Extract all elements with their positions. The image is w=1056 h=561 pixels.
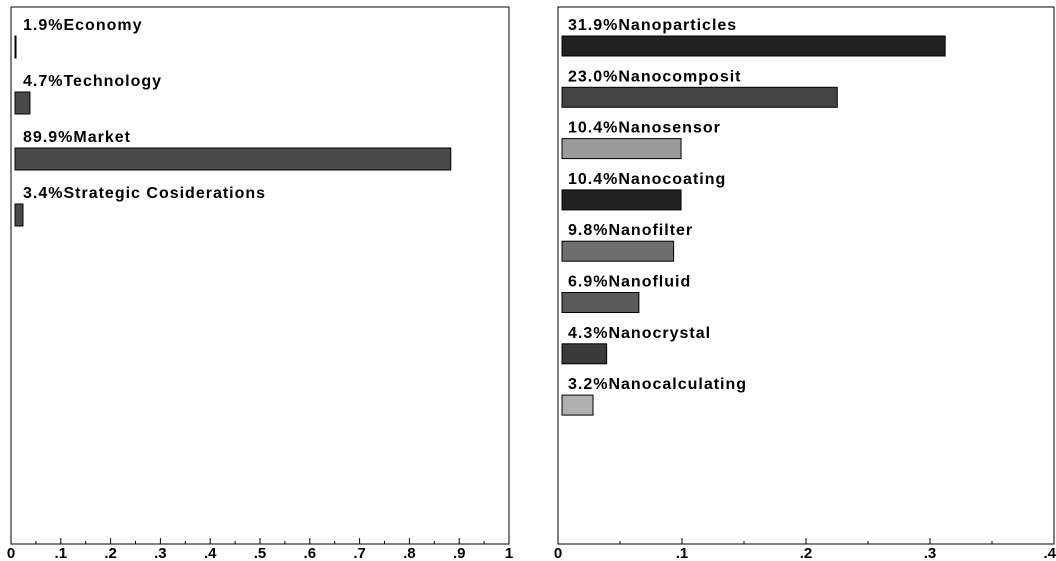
left-x-tick-label: .9: [453, 545, 466, 561]
left-bar-label: 89.9%Market: [23, 129, 131, 146]
left-bar-label: 4.7%Technology: [23, 73, 162, 90]
right-bar-chart: 31.9%Nanoparticles 23.0%Nanocomposit 10.4%…: [554, 6, 1056, 561]
right-x-tick-label: .1: [676, 545, 689, 561]
right-bar: [561, 86, 838, 108]
right-bar: [561, 138, 682, 160]
right-x-tick-label: 0: [554, 545, 562, 561]
left-bar-chart: 1.9%Economy 4.7%Technology 89.9%Market 3.4%…: [7, 6, 513, 561]
right-bar: [561, 189, 682, 211]
right-bar-label: 9.8%Nanofilter: [568, 222, 693, 239]
right-bar-label: 31.9%Nanoparticles: [568, 17, 737, 34]
left-x-tick-label: .7: [353, 545, 366, 561]
left-bar: [14, 91, 31, 115]
left-x-tick-label: 0: [7, 545, 15, 561]
right-bar: [561, 343, 608, 365]
right-bar: [561, 35, 946, 57]
left-x-tick-label: .2: [104, 545, 117, 561]
right-bar-label: 4.3%Nanocrystal: [568, 325, 711, 342]
left-x-tick-label: .1: [55, 545, 68, 561]
right-x-tick-label: .3: [924, 545, 937, 561]
left-x-tick-label: 1: [505, 545, 513, 561]
right-bar: [561, 394, 594, 416]
left-x-tick-label: .4: [204, 545, 217, 561]
left-bar: [14, 147, 452, 171]
left-bar: [14, 203, 24, 227]
left-x-tick-label: .8: [403, 545, 416, 561]
left-bar-label: 1.9%Economy: [23, 17, 142, 34]
right-bar-label: 6.9%Nanofluid: [568, 274, 691, 291]
right-bar-label: 23.0%Nanocomposit: [568, 68, 741, 85]
left-x-tick-label: .3: [154, 545, 167, 561]
left-x-tick-label: .6: [304, 545, 317, 561]
right-bar: [561, 292, 640, 313]
right-bar-label: 10.4%Nanocoating: [568, 171, 726, 188]
right-bar-label: 3.2%Nanocalculating: [568, 376, 747, 393]
right-bar: [561, 240, 675, 262]
left-x-tick-label: .5: [254, 545, 267, 561]
left-bar: [14, 35, 17, 59]
right-x-tick-label: .4: [1043, 545, 1056, 561]
left-bar-label: 3.4%Strategic Cosiderations: [23, 185, 266, 202]
right-bar-label: 10.4%Nanosensor: [568, 120, 721, 137]
right-x-tick-label: .2: [800, 545, 813, 561]
